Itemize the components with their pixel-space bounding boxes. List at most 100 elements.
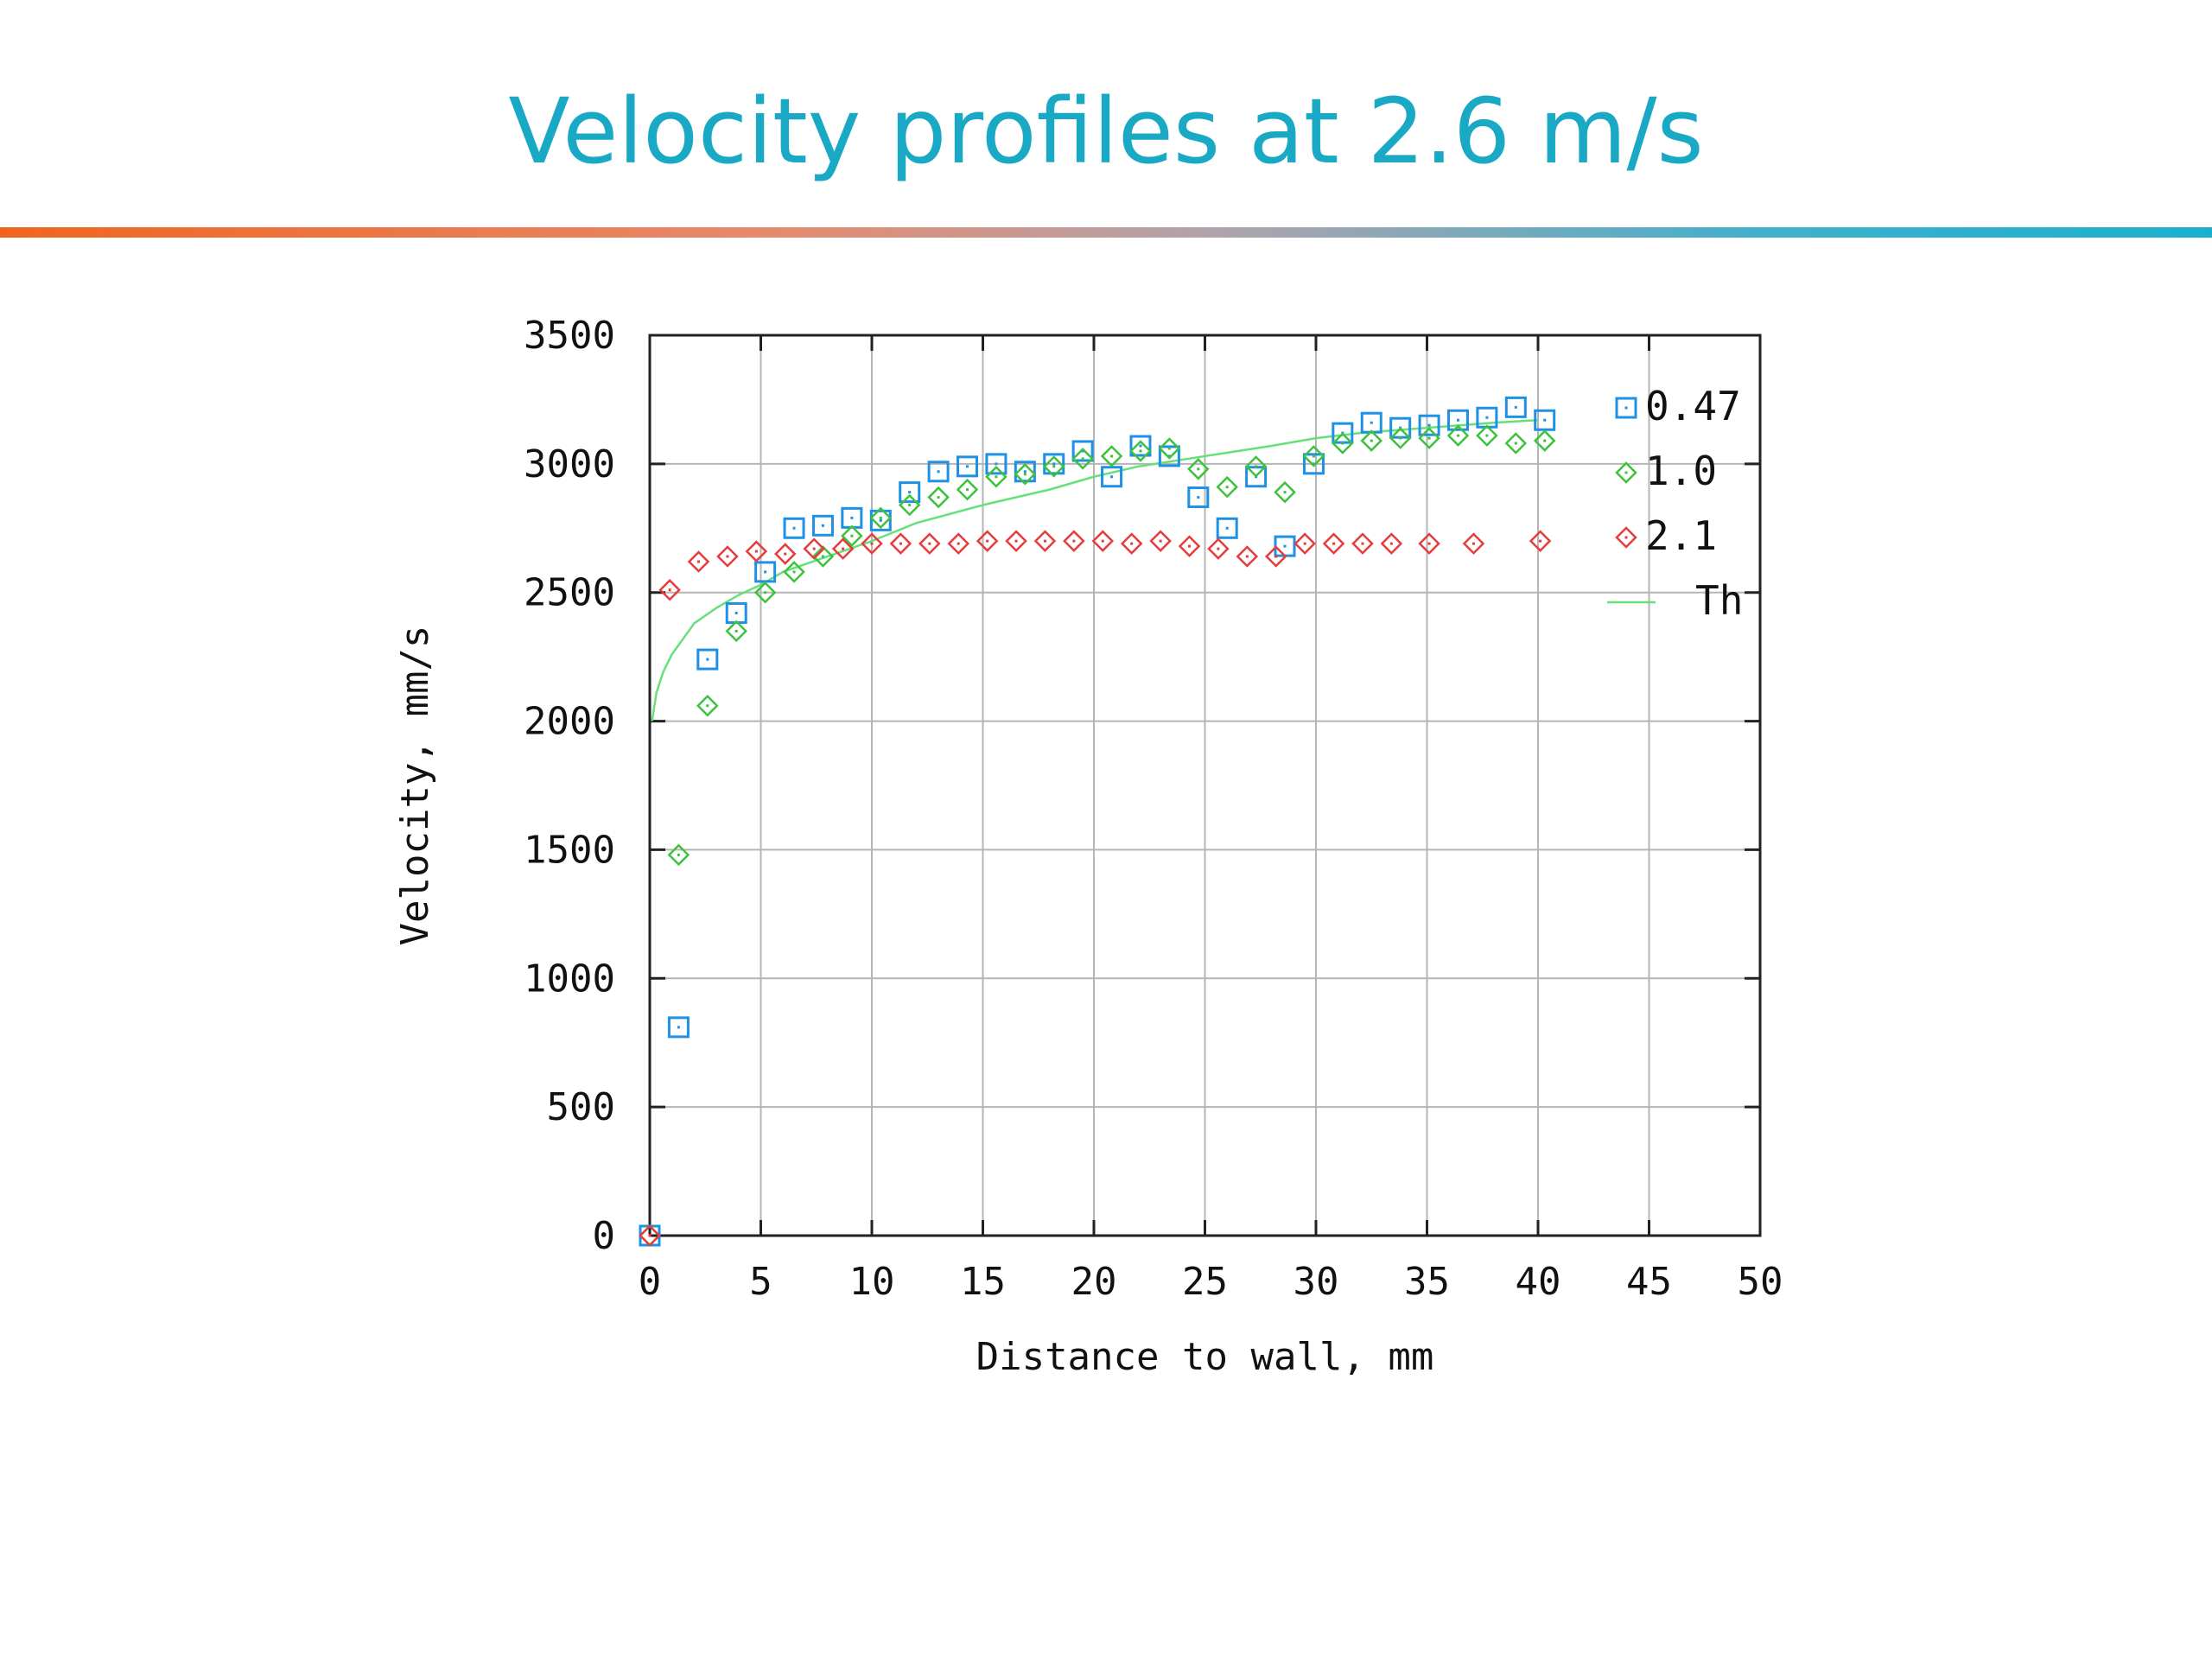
- data-point: [927, 486, 950, 509]
- x-tick-label: 45: [1626, 1260, 1672, 1304]
- data-point: [725, 620, 747, 643]
- x-tick-label: 5: [749, 1260, 772, 1304]
- data-point: [1207, 537, 1230, 560]
- legend-item-2-1: 2.1: [1615, 512, 1717, 559]
- data-point: [753, 581, 777, 604]
- data-point: [803, 537, 825, 560]
- data-point: [1014, 462, 1037, 486]
- data-point: [1380, 532, 1403, 555]
- data-point: [1332, 432, 1354, 454]
- data-point: [1360, 411, 1382, 434]
- data-point: [1294, 532, 1316, 555]
- x-tick-label: 0: [639, 1260, 662, 1304]
- data-point: [1158, 437, 1181, 460]
- data-point: [918, 532, 941, 555]
- data-point: [1446, 409, 1469, 431]
- data-point: [1462, 532, 1485, 555]
- data-point: [1187, 486, 1210, 509]
- data-point: [947, 532, 969, 555]
- legend-item-Th: Th: [1607, 577, 1743, 624]
- y-axis-label: Velocity, mm/s: [393, 626, 437, 946]
- x-tick-label: 35: [1404, 1260, 1450, 1304]
- data-point: [1063, 530, 1085, 552]
- data-point: [639, 1224, 661, 1247]
- data-point: [1418, 532, 1440, 555]
- data-point: [1446, 424, 1470, 447]
- series-layer: [639, 396, 1556, 1247]
- data-point: [861, 532, 883, 555]
- y-tick-label: 0: [593, 1214, 616, 1258]
- y-tick-label: 3000: [524, 442, 615, 486]
- legend-item-0-47: 0.47: [1615, 383, 1741, 429]
- x-tick-label: 50: [1738, 1260, 1783, 1304]
- y-tick-label: 1500: [524, 828, 615, 872]
- data-point: [1071, 440, 1094, 462]
- legend-label: 1.0: [1645, 448, 1717, 494]
- legend-item-1-0: 1.0: [1615, 448, 1717, 494]
- y-tick-label: 500: [547, 1085, 615, 1129]
- data-point: [831, 537, 855, 560]
- data-point: [1236, 545, 1259, 568]
- data-point: [1418, 414, 1440, 436]
- x-axis-ticks: 0 5 10 15 20 25 30 35 40 45 50: [639, 1260, 1783, 1304]
- data-point: [774, 543, 797, 565]
- chart-grid: [648, 334, 1762, 1237]
- data-point: [754, 561, 777, 583]
- data-point: [1529, 530, 1552, 552]
- data-point: [1302, 445, 1325, 467]
- data-point: [1129, 440, 1152, 462]
- data-point: [976, 530, 999, 552]
- data-point: [1302, 453, 1325, 475]
- data-point: [1005, 530, 1027, 552]
- legend-marker: [1615, 526, 1637, 549]
- data-point: [811, 514, 834, 537]
- data-point: [1534, 409, 1556, 431]
- data-point: [841, 506, 863, 529]
- data-point: [716, 545, 739, 568]
- data-point: [1071, 448, 1094, 470]
- x-axis-label: Distance to wall, mm: [976, 1335, 1434, 1379]
- data-point: [667, 1016, 690, 1039]
- data-point: [1033, 530, 1057, 552]
- data-point: [1322, 532, 1345, 555]
- data-point: [667, 843, 690, 867]
- y-tick-label: 1000: [524, 957, 615, 1001]
- data-point: [725, 602, 747, 625]
- data-point: [1043, 453, 1065, 475]
- data-point: [1091, 530, 1115, 552]
- data-point: [1101, 466, 1123, 488]
- data-point: [1120, 532, 1143, 555]
- x-tick-label: 20: [1071, 1260, 1117, 1304]
- y-tick-label: 2000: [524, 700, 615, 744]
- data-point: [1360, 429, 1383, 452]
- y-axis-ticks: 0 500 1000 1500 2000 2500 3000 3500: [524, 314, 615, 1258]
- data-point: [1476, 424, 1498, 447]
- data-point: [956, 478, 979, 501]
- legend-marker: [1615, 397, 1637, 419]
- legend-label: 2.1: [1645, 512, 1717, 559]
- data-point: [696, 694, 719, 717]
- series-0-47: [639, 396, 1556, 1247]
- x-tick-label: 40: [1516, 1260, 1561, 1304]
- data-point: [783, 561, 805, 583]
- legend: 0.47 1.0 2.1 Th: [1607, 383, 1743, 624]
- data-point: [1129, 435, 1152, 457]
- x-tick-label: 10: [849, 1260, 895, 1304]
- data-point: [1504, 396, 1527, 418]
- y-tick-label: 2500: [524, 571, 615, 615]
- data-point: [1014, 461, 1036, 483]
- plot-frame: [648, 334, 1762, 1237]
- data-point: [1504, 432, 1528, 454]
- data-point: [841, 524, 863, 547]
- data-point: [899, 481, 921, 504]
- legend-label: 0.47: [1645, 383, 1741, 429]
- legend-label: Th: [1695, 577, 1743, 624]
- data-point: [869, 506, 893, 530]
- theory-line: [651, 418, 1539, 721]
- data-point: [1244, 455, 1268, 478]
- data-point: [745, 540, 768, 563]
- data-point: [957, 455, 979, 478]
- x-tick-label: 25: [1182, 1260, 1228, 1304]
- data-point: [658, 578, 681, 601]
